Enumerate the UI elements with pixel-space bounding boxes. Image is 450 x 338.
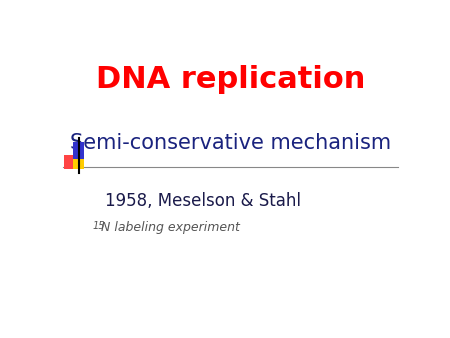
Bar	[73, 155, 84, 169]
Text: 15: 15	[93, 221, 105, 231]
Text: Semi-conservative mechanism: Semi-conservative mechanism	[70, 134, 391, 153]
Bar	[64, 155, 75, 169]
Text: DNA replication: DNA replication	[96, 65, 365, 94]
Text: 1958, Meselson & Stahl: 1958, Meselson & Stahl	[105, 192, 301, 210]
Text: N labeling experiment: N labeling experiment	[100, 221, 239, 234]
Bar	[73, 142, 84, 159]
